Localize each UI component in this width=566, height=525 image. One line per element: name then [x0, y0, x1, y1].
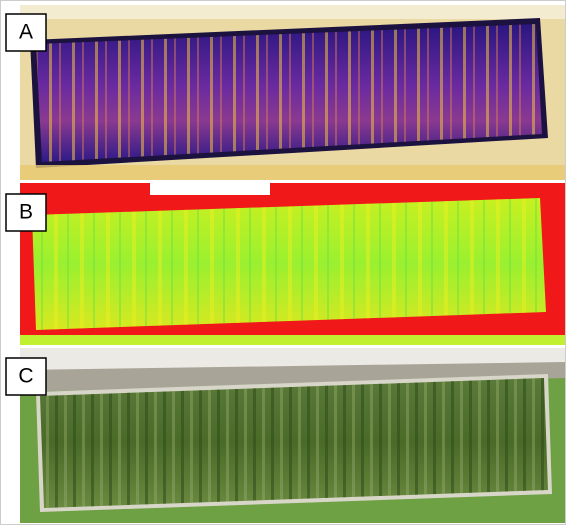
panel-label: A [19, 21, 33, 44]
panel-label: B [19, 201, 33, 224]
label-b: B [6, 194, 46, 231]
panel-b [20, 183, 565, 345]
label-c: C [6, 358, 46, 395]
panel-a [20, 5, 565, 180]
panel-label: C [18, 365, 33, 388]
page: {"panels": [{"label": "A"}, {"label": "B… [0, 0, 566, 525]
image-patch [150, 183, 270, 195]
label-a: A [6, 14, 46, 51]
image-strip [20, 335, 565, 345]
field-rows [32, 198, 546, 330]
image-strip [20, 165, 565, 180]
field-rows [40, 378, 548, 508]
image-strip [20, 5, 565, 19]
panel-c [20, 348, 565, 523]
figure: A B C [0, 0, 566, 525]
